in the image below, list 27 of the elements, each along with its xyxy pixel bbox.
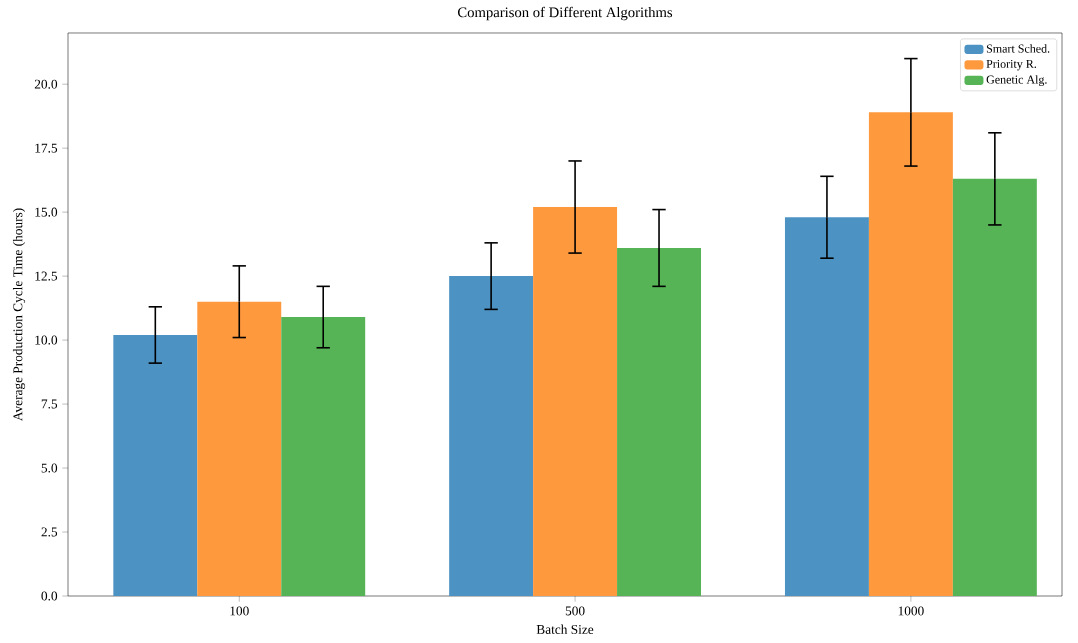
y-tick-label: 12.5: [35, 271, 58, 281]
x-tick-label: 1000: [898, 606, 924, 616]
bar: [952, 178, 1037, 596]
legend-label: Smart Sched.: [986, 44, 1050, 53]
bar: [784, 217, 869, 596]
y-tick-label: 10.0: [35, 335, 58, 345]
y-tick-label: 5.0: [41, 463, 58, 473]
x-axis-title: Batch Size: [536, 624, 594, 634]
x-tick-label: 500: [565, 606, 585, 616]
bar: [197, 301, 282, 596]
y-tick-label: 15.0: [35, 207, 58, 217]
legend-label: Priority R.: [986, 59, 1036, 71]
bar: [533, 207, 618, 596]
x-tick-label: 100: [230, 606, 249, 616]
y-tick-label: 0.0: [41, 591, 58, 601]
bar: [868, 112, 953, 596]
bar: [113, 334, 198, 596]
legend-label: Genetic Alg.: [986, 75, 1047, 87]
chart-title: Comparison of Different Algorithms: [458, 6, 673, 21]
bar: [449, 276, 534, 596]
y-tick-label: 17.5: [35, 143, 58, 153]
bar: [617, 247, 702, 596]
y-tick-label: 2.5: [41, 527, 58, 537]
y-tick-label: 7.5: [41, 399, 58, 409]
bar: [281, 317, 366, 596]
y-axis-title: Average Production Cycle Time (hours): [12, 208, 26, 422]
y-tick-label: 20.0: [34, 79, 58, 89]
